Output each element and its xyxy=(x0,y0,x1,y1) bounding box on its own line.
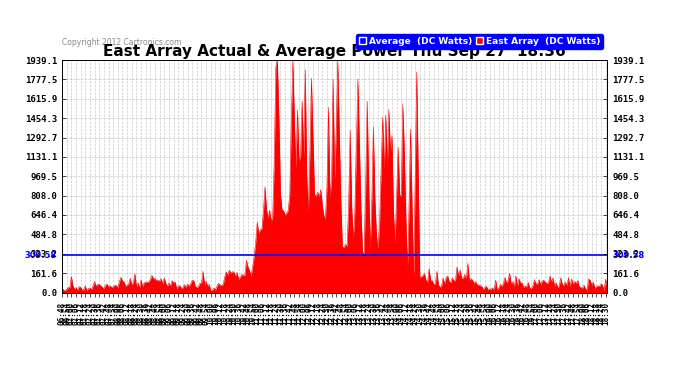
Legend: Average  (DC Watts), East Array  (DC Watts): Average (DC Watts), East Array (DC Watts… xyxy=(356,34,602,49)
Title: East Array Actual & Average Power Thu Sep 27  18:36: East Array Actual & Average Power Thu Se… xyxy=(104,44,566,59)
Text: Copyright 2012 Cartronics.com: Copyright 2012 Cartronics.com xyxy=(62,38,181,47)
Text: 309.58: 309.58 xyxy=(24,251,57,260)
Text: 309.58: 309.58 xyxy=(613,251,645,260)
